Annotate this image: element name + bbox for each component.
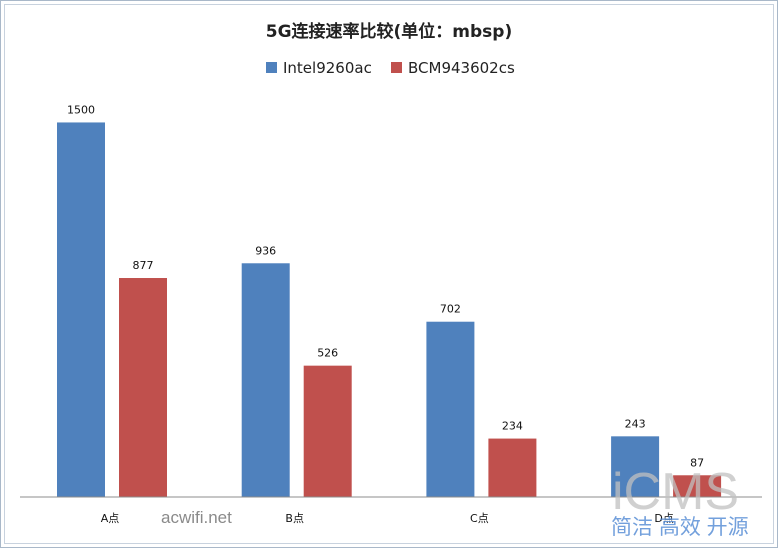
x-tick-label-3: D点	[654, 512, 673, 525]
watermark-brand: iCMS	[612, 463, 739, 521]
data-labels-group: 1500 877 936 526 702 234 243 87	[67, 103, 704, 469]
bar-intel-2	[426, 321, 475, 497]
legend-label-intel: Intel9260ac	[283, 59, 372, 77]
bar-bcm-1	[303, 365, 352, 497]
watermark-site: acwifi.net	[161, 508, 232, 527]
data-label-bcm-1: 526	[317, 347, 338, 360]
data-label-intel-1: 936	[255, 244, 276, 257]
bar-bcm-3	[673, 475, 722, 497]
chart-title: 5G连接速率比较(单位：mbsp)	[266, 21, 513, 42]
chart-area-border	[4, 4, 774, 544]
x-tick-label-2: C点	[470, 512, 489, 525]
bar-intel-3	[611, 436, 660, 497]
data-label-bcm-3: 87	[690, 456, 704, 469]
bar-intel-0	[57, 122, 105, 497]
data-label-bcm-0: 877	[133, 259, 154, 272]
x-tick-label-1: B点	[285, 512, 304, 525]
legend: Intel9260ac BCM943602cs	[266, 59, 515, 77]
legend-label-bcm: BCM943602cs	[408, 59, 515, 77]
data-label-intel-0: 1500	[67, 103, 95, 116]
legend-swatch-bcm	[391, 62, 402, 73]
watermark-slogan: 简洁 高效 开源	[611, 516, 749, 539]
legend-swatch-intel	[266, 62, 277, 73]
data-label-intel-2: 702	[440, 303, 461, 316]
data-label-intel-3: 243	[625, 417, 646, 430]
x-tick-labels-group: A点 B点 C点 D点	[101, 512, 674, 525]
bars-group	[57, 122, 722, 497]
x-tick-label-0: A点	[101, 512, 120, 525]
data-label-bcm-2: 234	[502, 420, 523, 433]
bar-bcm-2	[488, 438, 537, 497]
bar-bcm-0	[119, 278, 167, 497]
bar-intel-1	[241, 263, 290, 497]
